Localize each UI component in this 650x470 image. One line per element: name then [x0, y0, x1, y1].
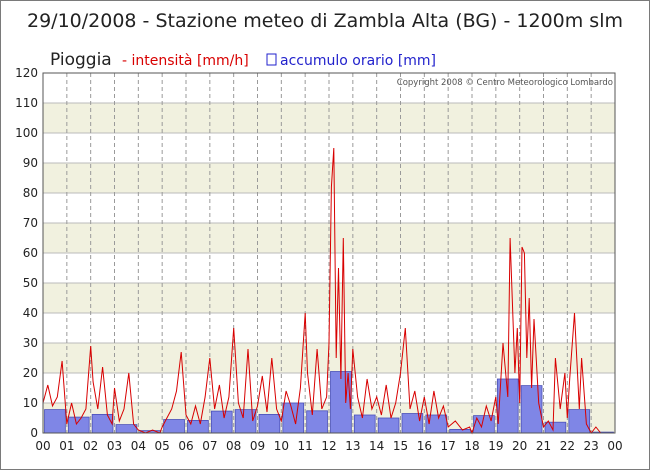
vertical-grid	[66, 73, 592, 433]
y-tick-label: 60	[23, 246, 38, 260]
accumulo-bar	[210, 410, 233, 434]
x-tick-label: 02	[83, 439, 98, 453]
x-tick-label: 20	[512, 439, 527, 453]
x-tick-label: 00	[35, 439, 50, 453]
accumulo-bar	[306, 410, 328, 434]
accumulo-bar	[44, 409, 66, 434]
x-tick-label: 06	[178, 439, 193, 453]
legend-accumulo: accumulo orario [mm]	[280, 53, 436, 69]
accumulo-bar	[520, 385, 543, 434]
x-tick-label: 03	[107, 439, 122, 453]
axes	[42, 72, 616, 434]
y-tick-label: 10	[23, 396, 38, 410]
y-tick-label: 0	[30, 426, 38, 440]
x-tick-label: 18	[464, 439, 479, 453]
y-tick-label: 70	[23, 216, 38, 230]
x-tick-label: 10	[274, 439, 289, 453]
x-tick-label: 04	[131, 439, 146, 453]
y-tick-label: 80	[23, 186, 38, 200]
x-tick-label: 17	[441, 439, 456, 453]
accumulo-bar	[353, 414, 376, 434]
x-tick-label: 07	[202, 439, 217, 453]
accumulo-bar	[234, 409, 257, 434]
y-tick-label: 90	[23, 156, 38, 170]
x-tick-label: 23	[584, 439, 599, 453]
x-tick-label: 00	[607, 439, 622, 453]
accumulo-bar	[187, 419, 209, 434]
x-tick-label: 05	[155, 439, 170, 453]
legend-accumulo-swatch	[266, 53, 277, 66]
x-tick-label: 12	[321, 439, 336, 453]
x-tick-labels: 00 01 02 03 04 05 06 07 08 09 10 11 12 13 14 15 16 17 18 19…	[35, 439, 622, 453]
x-tick-label: 16	[417, 439, 432, 453]
y-tick-label: 110	[15, 96, 38, 110]
accumulo-bar	[449, 428, 471, 434]
chart-title: 29/10/2008 - Stazione meteo di Zambla Al…	[27, 10, 623, 32]
y-tick-label: 100	[15, 126, 38, 140]
accumulo-bar	[258, 413, 281, 434]
x-tick-label: 01	[59, 439, 74, 453]
y-tick-label: 30	[23, 336, 38, 350]
y-tick-label: 40	[23, 306, 38, 320]
y-tick-label: 120	[15, 66, 38, 80]
intensita-line	[42, 147, 602, 435]
plot-border	[42, 72, 616, 434]
y-axis-label: Pioggia	[50, 50, 112, 70]
accumulo-bar	[377, 417, 400, 434]
accumulo-bar	[282, 402, 305, 434]
x-tick-label: 13	[345, 439, 360, 453]
x-tick-label: 08	[226, 439, 241, 453]
legend-intensita: - intensità [mm/h]	[122, 53, 249, 69]
accumulo-bar	[67, 416, 90, 434]
x-tick-label: 09	[250, 439, 265, 453]
x-tick-label: 15	[393, 439, 408, 453]
accumulo-bar	[115, 424, 138, 434]
x-tick-label: 11	[298, 439, 313, 453]
copyright-text: Copyright 2008 © Centro Meteorologico Lo…	[397, 78, 613, 88]
accumulo-bar	[544, 421, 567, 434]
intensita-series-line	[42, 147, 602, 435]
accumulo-bar	[163, 419, 185, 434]
y-tick-label: 20	[23, 366, 38, 380]
y-tick-label: 50	[23, 276, 38, 290]
accumulo-bar	[91, 413, 114, 434]
x-tick-label: 22	[560, 439, 575, 453]
x-tick-label: 14	[369, 439, 384, 453]
x-tick-label: 19	[488, 439, 503, 453]
x-tick-label: 21	[536, 439, 551, 453]
accumulo-bar	[401, 413, 424, 434]
y-tick-labels: 0 10 20 30 40 50 60 70 80 90 100 110 120	[15, 66, 38, 440]
